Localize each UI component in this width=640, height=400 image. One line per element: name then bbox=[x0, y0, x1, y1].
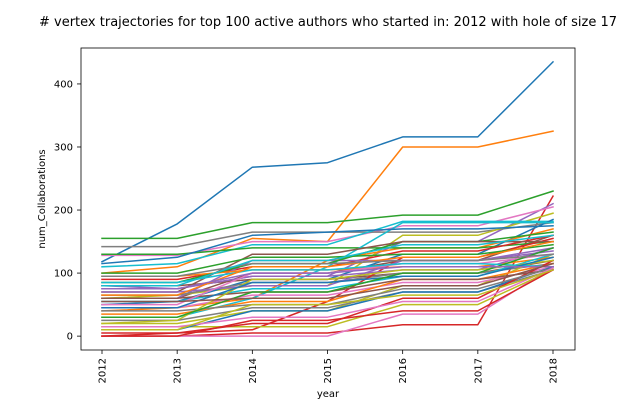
series-line-43 bbox=[101, 246, 554, 318]
x-tick-label: 2018 bbox=[549, 358, 560, 383]
x-tick-label: 2014 bbox=[248, 358, 259, 383]
series-layer bbox=[100, 60, 555, 337]
series-line-8 bbox=[101, 221, 554, 248]
y-tick-label: 100 bbox=[54, 269, 73, 280]
x-axis-ticks: 2012 2013 2014 2015 2016 2017 2018 bbox=[98, 350, 560, 383]
series-line-47 bbox=[101, 267, 554, 328]
x-tick-label: 2017 bbox=[473, 358, 484, 383]
series-line-49 bbox=[101, 268, 554, 331]
series-line-7 bbox=[101, 205, 554, 257]
series-line-34 bbox=[101, 259, 555, 334]
y-tick-label: 300 bbox=[54, 142, 73, 153]
series-line-3 bbox=[101, 190, 554, 240]
series-line-46 bbox=[101, 262, 554, 303]
x-axis-label: year bbox=[317, 389, 340, 400]
x-tick-label: 2016 bbox=[398, 358, 409, 383]
series-line-48 bbox=[101, 253, 554, 277]
y-tick-label: 400 bbox=[54, 79, 73, 90]
series-line-41 bbox=[101, 256, 554, 309]
y-tick-label: 0 bbox=[67, 332, 73, 343]
series-line-45 bbox=[101, 266, 554, 290]
series-line-42 bbox=[101, 240, 554, 296]
y-axis-ticks: 0 100 200 300 400 bbox=[54, 79, 81, 343]
series-line-39 bbox=[101, 259, 554, 325]
series-line-21 bbox=[101, 225, 554, 265]
series-line-44 bbox=[101, 268, 555, 337]
series-line-40 bbox=[101, 262, 554, 284]
x-tick-label: 2012 bbox=[98, 358, 109, 383]
y-tick-label: 200 bbox=[54, 206, 73, 217]
x-tick-label: 2015 bbox=[323, 358, 334, 383]
series-line-13 bbox=[101, 240, 554, 255]
series-line-50 bbox=[101, 234, 554, 287]
y-axis-label: num_Collaborations bbox=[37, 149, 48, 248]
series-line-2 bbox=[101, 130, 554, 274]
x-tick-label: 2013 bbox=[173, 358, 184, 383]
series-line-10 bbox=[101, 220, 554, 268]
series-line-1 bbox=[100, 60, 555, 263]
chart-title: # vertex trajectories for top 100 active… bbox=[39, 15, 617, 30]
series-line-33 bbox=[101, 243, 554, 274]
plot-frame bbox=[80, 47, 576, 351]
